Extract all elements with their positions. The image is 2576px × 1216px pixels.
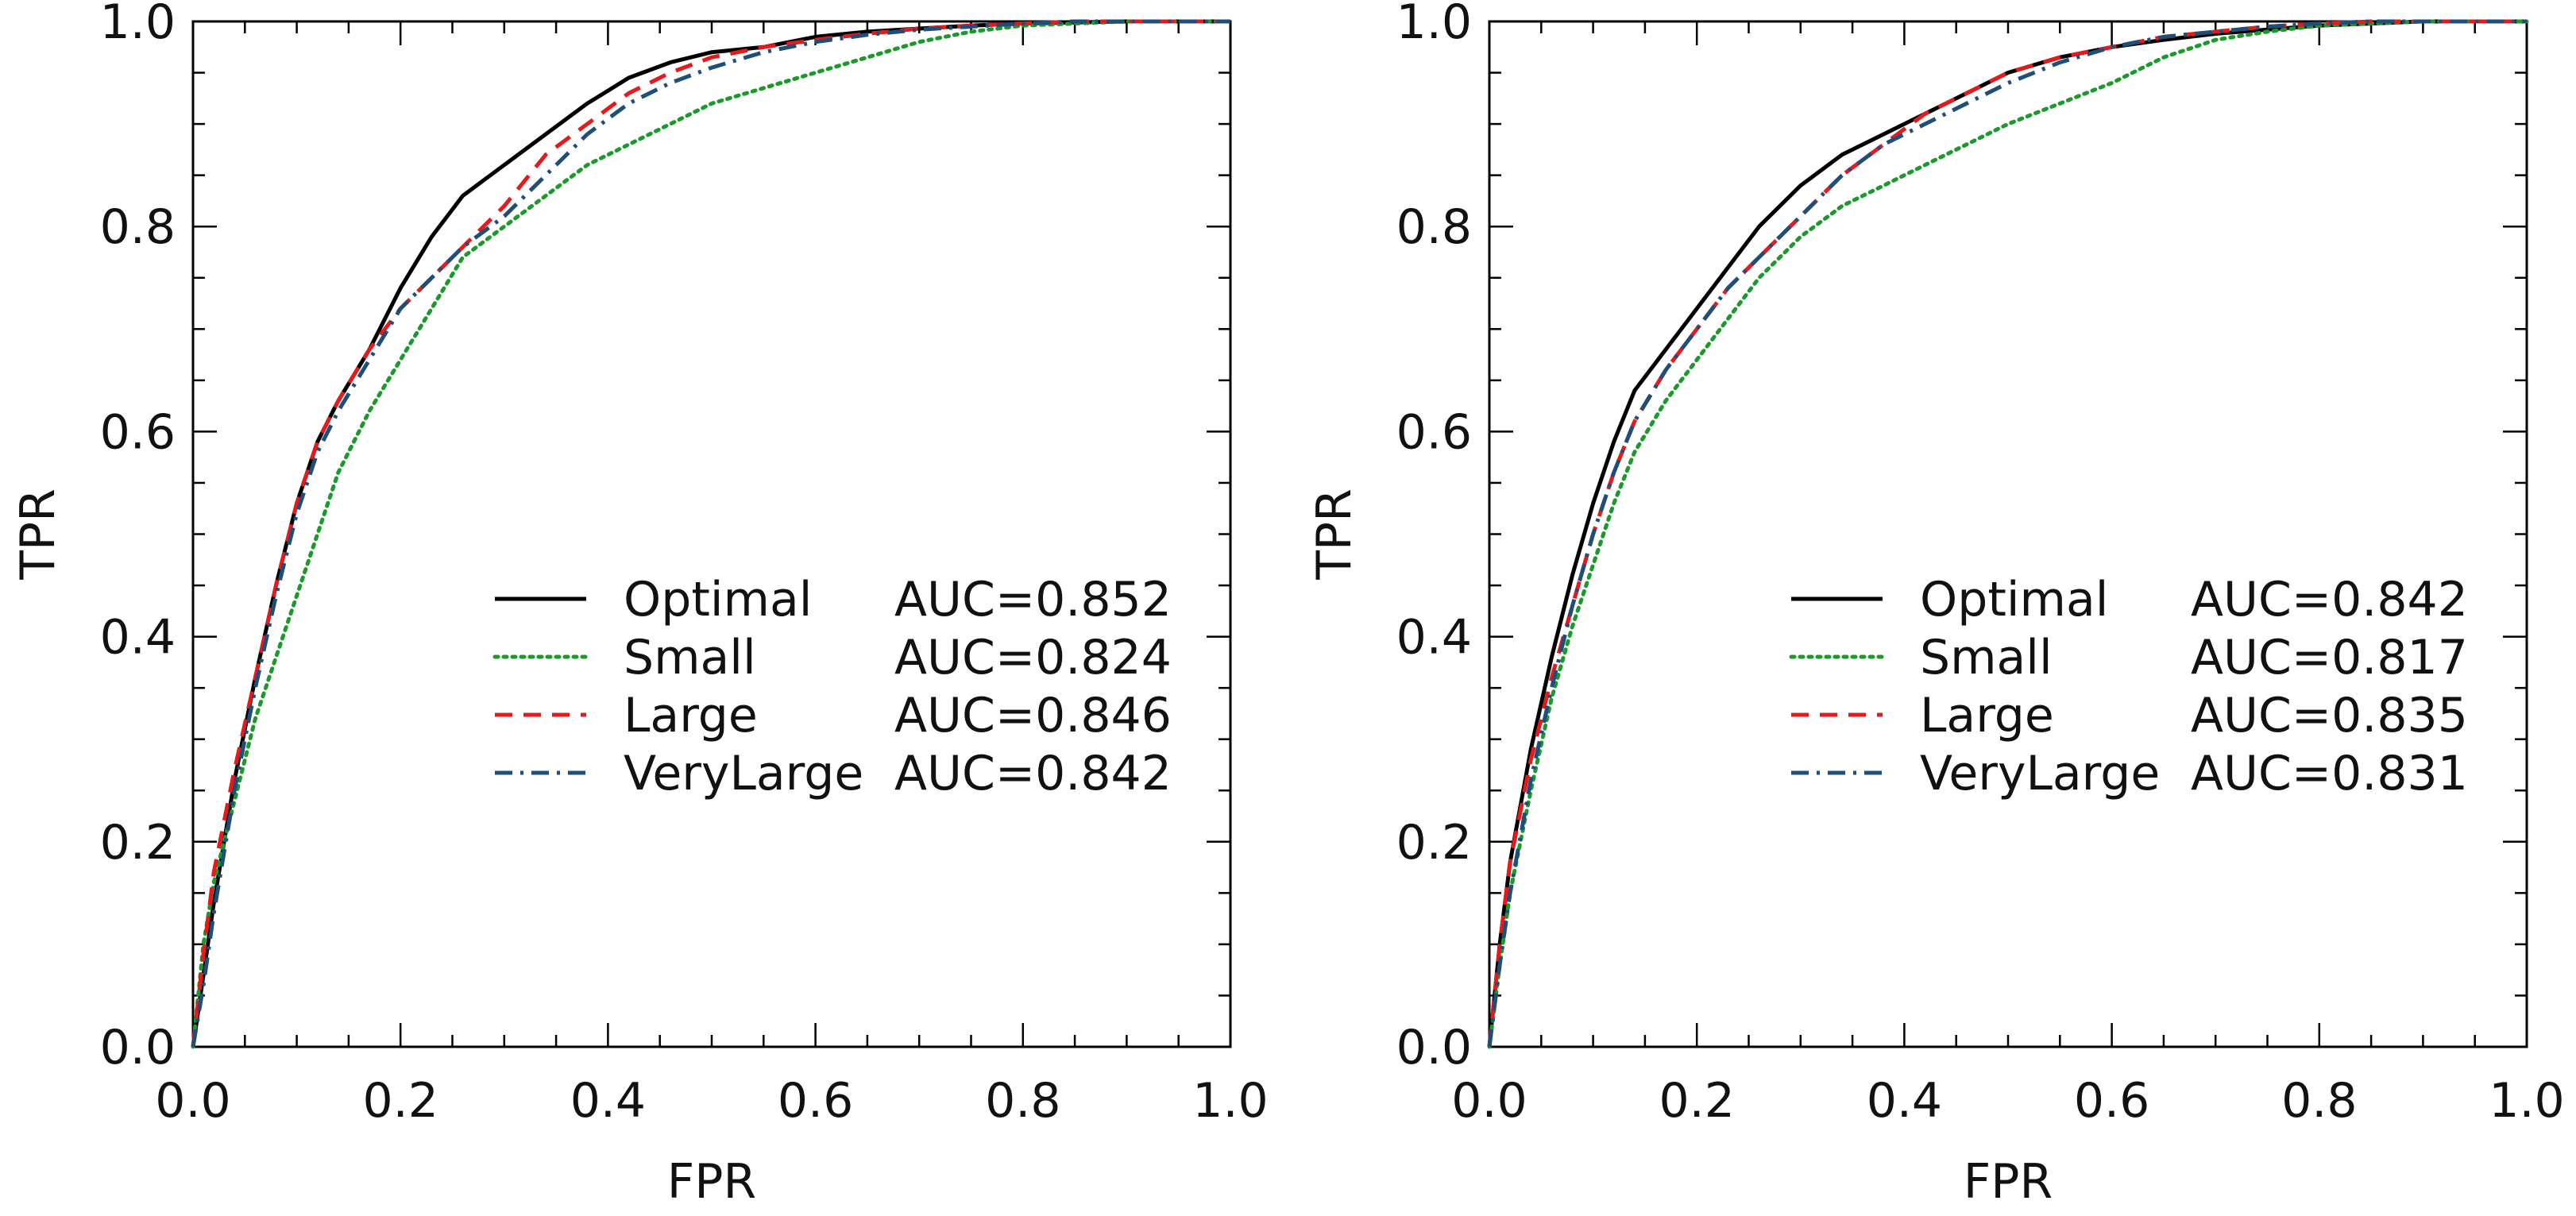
legend-auc-value: AUC=0.842: [2191, 572, 2468, 627]
x-tick-label: 0.0: [155, 1073, 230, 1129]
legend-label: VeryLarge: [1920, 746, 2160, 801]
x-tick-label: 0.4: [1867, 1073, 1942, 1129]
series-line-optimal: [191, 19, 1230, 1048]
series-line-verylarge: [191, 19, 1230, 1048]
roc-panel-left: 0.0 0.2 0.4 0.6 0.8 1.0 0.0 0.2 0.4 0.6 0.8 1.0 FPR T…: [10, 0, 1269, 1210]
legend-label: Optimal: [624, 572, 812, 627]
y-tick-label: 0.6: [1396, 404, 1472, 460]
legend-label: Small: [624, 630, 756, 685]
legend-label: VeryLarge: [624, 746, 863, 801]
x-axis-label: FPR: [1964, 1154, 2053, 1210]
y-tick-label: 0.0: [1396, 1020, 1472, 1075]
y-tick-label: 0.0: [100, 1020, 176, 1075]
plot-frame: [191, 20, 1232, 1048]
series-line-large: [191, 19, 1230, 1048]
legend-label: Large: [1920, 688, 2054, 743]
series-line-small: [191, 19, 1233, 1049]
x-tick-label: 0.8: [2281, 1073, 2357, 1129]
legend-auc-value: AUC=0.835: [2191, 688, 2468, 743]
x-tick-label: 0.2: [362, 1073, 438, 1129]
y-tick-label: 0.4: [100, 610, 176, 666]
legend-auc-value: AUC=0.846: [894, 688, 1172, 743]
legend-auc-value: AUC=0.824: [894, 630, 1172, 685]
series-line-verylarge: [1487, 19, 2527, 1048]
y-tick-label: 0.4: [1396, 610, 1472, 666]
legend-auc-value: AUC=0.842: [894, 746, 1172, 801]
roc-panel-right: 0.0 0.2 0.4 0.6 0.8 1.0 0.0 0.2 0.4 0.6 0.8 1.0 FPR T…: [1307, 0, 2565, 1210]
legend-auc-value: AUC=0.852: [894, 572, 1172, 627]
series-line-large: [1487, 19, 2527, 1048]
legend-label: Large: [624, 688, 758, 743]
x-tick-label: 1.0: [2489, 1073, 2564, 1129]
y-axis-label: TPR: [10, 488, 66, 581]
x-tick-label: 0.4: [570, 1073, 646, 1129]
x-tick-label: 0.0: [1451, 1073, 1527, 1129]
legend: Optimal AUC=0.852 Small AUC=0.824 Large AUC=0…: [492, 572, 1172, 801]
x-tick-label: 0.8: [985, 1073, 1060, 1129]
plot-frame: [1488, 20, 2528, 1048]
legend-auc-value: AUC=0.817: [2191, 630, 2468, 685]
y-tick-label: 1.0: [1396, 0, 1472, 50]
x-axis-label: FPR: [667, 1154, 756, 1210]
series-line-optimal: [1487, 19, 2527, 1048]
y-tick-label: 0.6: [100, 404, 176, 460]
x-tick-label: 0.2: [1659, 1073, 1734, 1129]
y-tick-label: 0.2: [1396, 815, 1472, 871]
y-tick-label: 0.8: [100, 199, 176, 255]
legend-label: Optimal: [1920, 572, 2108, 627]
y-tick-label: 0.2: [100, 815, 176, 871]
x-tick-label: 1.0: [1192, 1073, 1268, 1129]
legend-label: Small: [1920, 630, 2053, 685]
y-tick-label: 1.0: [100, 0, 176, 50]
series-line-small: [1487, 19, 2529, 1049]
legend: Optimal AUC=0.842 Small AUC=0.817 Large AUC=0…: [1789, 572, 2468, 801]
x-tick-label: 0.6: [778, 1073, 853, 1129]
y-axis-label: TPR: [1307, 488, 1362, 581]
x-tick-label: 0.6: [2074, 1073, 2149, 1129]
legend-auc-value: AUC=0.831: [2191, 746, 2468, 801]
y-tick-label: 0.8: [1396, 199, 1472, 255]
